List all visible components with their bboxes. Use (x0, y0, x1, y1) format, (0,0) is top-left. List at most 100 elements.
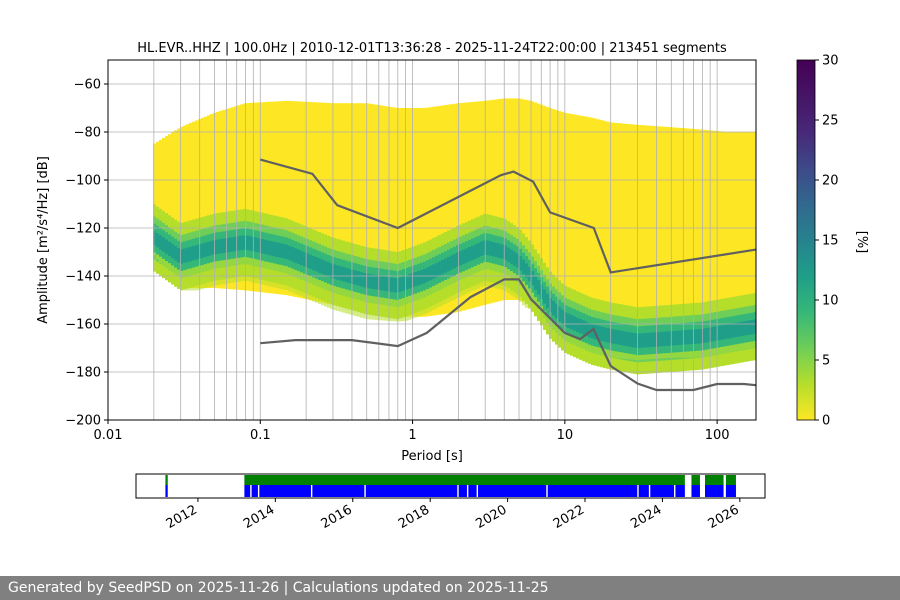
density-shoulder (261, 260, 265, 285)
density-column (363, 103, 367, 312)
density-column (708, 130, 712, 353)
density-layer (270, 241, 274, 256)
density-shoulder (561, 331, 565, 341)
density-column (531, 101, 535, 307)
density-shoulder (444, 280, 448, 305)
density-shoulder (591, 345, 595, 354)
y-tick-label: −180 (65, 366, 101, 381)
density-shoulder (468, 268, 472, 293)
density-layer (498, 243, 502, 259)
density-column (486, 100, 490, 305)
density-layer (324, 260, 328, 276)
density-layer (174, 245, 178, 261)
density-column (435, 106, 439, 316)
density-column (663, 126, 667, 354)
density-shoulder (258, 260, 262, 285)
density-column (291, 101, 295, 297)
density-layer (285, 244, 289, 260)
colorbar-tick-label: 10 (822, 294, 839, 309)
colorbar-tick-label: 25 (822, 114, 839, 129)
density-shoulder (699, 350, 703, 358)
density-shoulder (408, 295, 412, 320)
density-layer (312, 255, 316, 271)
density-column (270, 101, 274, 294)
density-shoulder (222, 260, 226, 285)
density-column (390, 107, 394, 316)
density-shoulder (741, 343, 745, 351)
timeline-tick-label: 2012 (164, 502, 200, 532)
density-layer (630, 332, 634, 347)
density-layer (165, 239, 169, 254)
y-tick-label: −160 (65, 318, 101, 333)
density-column (684, 128, 688, 353)
density-shoulder (297, 271, 301, 296)
density-column (219, 110, 223, 289)
density-column (615, 122, 619, 354)
density-shoulder (594, 346, 598, 354)
density-column (681, 128, 685, 353)
density-layer (276, 242, 280, 257)
density-column (282, 101, 286, 295)
density-layer (192, 245, 196, 261)
density-column (186, 124, 190, 288)
density-layer (360, 272, 364, 287)
density-column (735, 132, 739, 350)
density-layer (375, 275, 379, 290)
density-column (249, 102, 253, 291)
density-column (657, 126, 661, 354)
density-column (528, 100, 532, 305)
timeline-green-bar (165, 475, 168, 485)
density-column (444, 105, 448, 314)
density-shoulder (372, 296, 376, 320)
density-shoulder (597, 347, 601, 355)
y-tick-label: −140 (65, 270, 101, 285)
colorbar-label: [%] (854, 231, 869, 254)
x-axis-ticks: 0.01 0.1 1 10 100 (94, 420, 730, 443)
density-layer (732, 323, 736, 338)
density-shoulder (585, 343, 589, 351)
density-shoulder (630, 354, 634, 360)
density-layer (264, 239, 268, 255)
density-shoulder (219, 260, 223, 285)
density-shoulder (747, 342, 751, 350)
density-column (267, 101, 271, 294)
density-shoulder (162, 258, 166, 268)
density-column (399, 108, 403, 317)
density-layer (486, 240, 490, 255)
density-layer (369, 274, 373, 289)
density-shoulder (168, 263, 172, 276)
timeline-blue-gap (637, 485, 639, 497)
density-column (300, 101, 304, 299)
density-shoulder (693, 351, 697, 358)
density-layer (168, 241, 172, 257)
density-column (582, 116, 586, 346)
density-column (372, 104, 376, 314)
density-shoulder (312, 277, 316, 302)
density-layer (489, 241, 493, 256)
density-column (492, 99, 496, 303)
density-shoulder (231, 258, 235, 283)
density-layer (492, 242, 496, 257)
density-layer (735, 322, 739, 338)
density-layer (600, 326, 604, 341)
density-shoulder (321, 281, 325, 306)
density-column (312, 102, 316, 301)
density-column (240, 104, 244, 291)
density-shoulder (588, 344, 592, 353)
density-column (471, 101, 475, 309)
density-shoulder (165, 261, 169, 272)
density-shoulder (663, 353, 667, 359)
density-layer (747, 320, 751, 335)
timeline-blue-gap (257, 485, 260, 497)
density-layer (501, 244, 505, 259)
density-shoulder (309, 276, 313, 301)
density-shoulder (192, 267, 196, 291)
density-column (456, 103, 460, 313)
density-column (189, 123, 193, 288)
density-layer (438, 261, 442, 276)
density-layer (381, 276, 385, 291)
density-shoulder (582, 341, 586, 350)
density-column (723, 131, 727, 351)
density-column (447, 104, 451, 314)
density-layer (303, 252, 307, 267)
